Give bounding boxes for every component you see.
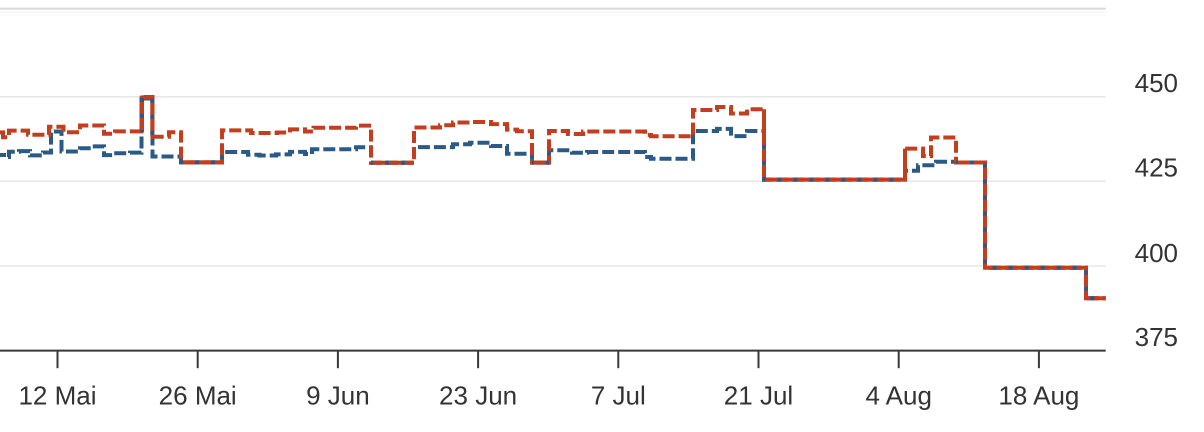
- svg-text:26 Mai: 26 Mai: [159, 381, 237, 411]
- svg-text:23 Jun: 23 Jun: [439, 381, 517, 411]
- svg-text:18 Aug: 18 Aug: [998, 381, 1079, 411]
- svg-text:7 Jul: 7 Jul: [591, 381, 646, 411]
- svg-text:4 Aug: 4 Aug: [865, 381, 932, 411]
- svg-text:21 Jul: 21 Jul: [724, 381, 793, 411]
- svg-text:9 Jun: 9 Jun: [306, 381, 370, 411]
- svg-text:450: 450: [1135, 68, 1178, 98]
- svg-text:375: 375: [1135, 322, 1178, 352]
- svg-text:12 Mai: 12 Mai: [18, 381, 96, 411]
- svg-text:400: 400: [1135, 238, 1178, 268]
- svg-text:425: 425: [1135, 153, 1178, 183]
